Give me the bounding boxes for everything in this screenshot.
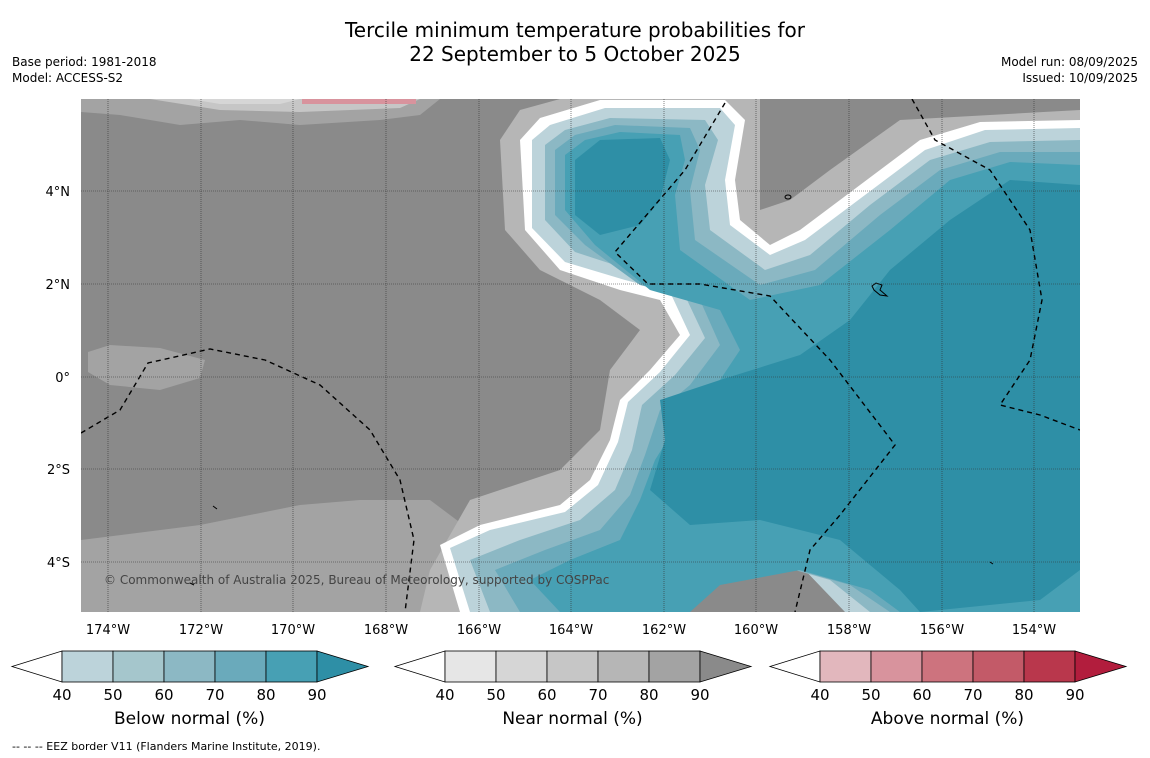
map-title: Tercile minimum temperature probabilitie… — [0, 18, 1150, 66]
colorbar-title: Below normal (%) — [114, 709, 265, 729]
latitude-labels: 4°N 2°N 0° 2°S 4°S — [46, 185, 71, 571]
colorbar-tick: 90 — [307, 686, 326, 704]
island-5 — [989, 561, 994, 565]
colorbar-max-extension — [316, 650, 370, 683]
eez-border-west — [81, 348, 415, 612]
colorbar-segment — [214, 650, 267, 683]
title-line-2: 22 September to 5 October 2025 — [409, 42, 741, 66]
colorbar-segment — [819, 650, 872, 683]
colorbar-tick: 80 — [256, 686, 275, 704]
colorbar-segment — [972, 650, 1025, 683]
colorbar-segment — [1023, 650, 1076, 683]
colorbar-max-extension — [1074, 650, 1128, 683]
colorbar-tick: 90 — [690, 686, 709, 704]
lon-label: 154°W — [1012, 623, 1056, 638]
lon-label: 168°W — [364, 623, 408, 638]
model-name: Model: ACCESS-S2 — [12, 71, 124, 85]
colorbar-tick: 40 — [810, 686, 829, 704]
below-normal-90-north — [575, 138, 670, 235]
lon-label: 170°W — [271, 623, 315, 638]
colorbar-segment — [444, 650, 497, 683]
island-1 — [784, 194, 792, 200]
colorbar-min-extension — [10, 650, 63, 683]
colorbar-tick: 40 — [435, 686, 454, 704]
colorbars: 40 50 60 70 80 90 40 50 60 70 80 90 40 50 60 70 80 90 — [10, 650, 1128, 704]
colorbar-segment — [265, 650, 318, 683]
issued-date: Issued: 10/09/2025 — [1022, 71, 1138, 85]
island-2 — [871, 282, 889, 297]
colorbar-max-extension — [699, 650, 753, 683]
colorbar-tick: 40 — [52, 686, 71, 704]
lat-label: 4°N — [46, 185, 71, 200]
lon-label: 156°W — [920, 623, 964, 638]
lon-label: 160°W — [734, 623, 778, 638]
colorbar-segment — [546, 650, 599, 683]
gridlines — [81, 99, 1080, 612]
colorbar-tick: 60 — [154, 686, 173, 704]
eez-border-central — [614, 102, 896, 612]
colorbar-tick: 80 — [1014, 686, 1033, 704]
colorbar-segment — [870, 650, 923, 683]
colorbar-tick: 50 — [103, 686, 122, 704]
colorbar-title: Above normal (%) — [870, 709, 1025, 729]
model-run: Model run: 08/09/2025 — [1000, 55, 1138, 69]
lon-label: 162°W — [642, 623, 686, 638]
near-normal-50-region — [190, 99, 300, 104]
base-period: Base period: 1981-2018 — [12, 55, 157, 69]
below-normal-90-south — [650, 180, 1080, 612]
lon-label: 166°W — [457, 623, 501, 638]
eez-border-east — [911, 99, 1080, 431]
meta-right: Model run: 08/09/2025 Issued: 10/09/2025 — [1001, 54, 1138, 86]
colorbar-segment — [648, 650, 701, 683]
colorbar-min-extension — [768, 650, 821, 683]
lat-label: 4°S — [47, 556, 70, 571]
meta-left: Base period: 1981-2018 Model: ACCESS-S2 — [12, 54, 157, 86]
island-3 — [212, 505, 218, 510]
colorbar-tick: 90 — [1065, 686, 1084, 704]
longitude-labels: 174°W 172°W 170°W 168°W 166°W 164°W 162°W 160°W… — [86, 623, 1056, 638]
lon-label: 174°W — [86, 623, 130, 638]
colorbar-tick: 50 — [861, 686, 880, 704]
colorbar-tick: 80 — [639, 686, 658, 704]
colorbar-segment — [921, 650, 974, 683]
above-normal-50-strip — [302, 99, 416, 104]
island-4 — [189, 582, 195, 586]
colorbar-tick: 60 — [912, 686, 931, 704]
near-normal-bottom-region — [81, 500, 470, 612]
lat-label: 2°S — [47, 463, 70, 478]
eez-footnote: -- -- -- EEZ border V11 (Flanders Marine… — [12, 740, 321, 753]
colorbar-tick: 70 — [205, 686, 224, 704]
colorbar-title: Near normal (%) — [502, 709, 643, 729]
colorbar-tick: 70 — [588, 686, 607, 704]
colorbar-min-extension — [393, 650, 446, 683]
colorbar-tick: 60 — [537, 686, 556, 704]
colorbar-segment — [495, 650, 548, 683]
eez-borders — [81, 99, 1080, 612]
title-line-1: Tercile minimum temperature probabilitie… — [344, 18, 806, 42]
copyright-notice: © Commonwealth of Australia 2025, Bureau… — [104, 573, 609, 587]
colorbar-segment — [163, 650, 216, 683]
lon-label: 172°W — [179, 623, 223, 638]
lon-label: 158°W — [827, 623, 871, 638]
map-area — [81, 99, 1080, 612]
colorbar-segment — [61, 650, 114, 683]
colorbar-segment — [597, 650, 650, 683]
colorbar-tick: 50 — [486, 686, 505, 704]
lat-label: 2°N — [46, 278, 71, 293]
lon-label: 164°W — [549, 623, 593, 638]
islands — [189, 194, 994, 586]
lat-label: 0° — [55, 371, 70, 386]
colorbar-tick: 70 — [963, 686, 982, 704]
colorbar-segment — [112, 650, 165, 683]
